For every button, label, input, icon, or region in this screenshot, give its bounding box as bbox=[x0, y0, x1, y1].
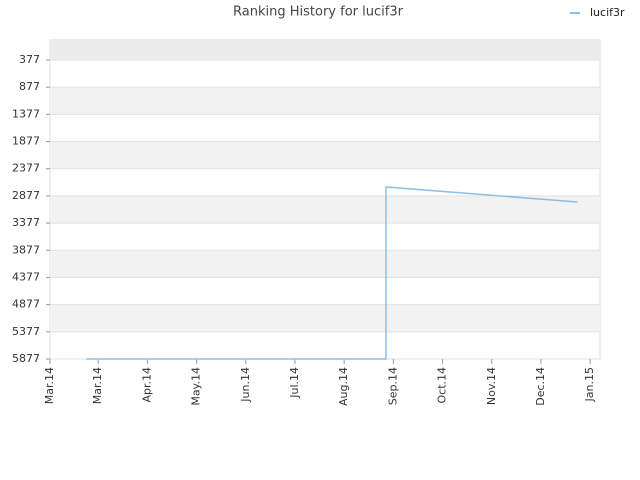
grid-band bbox=[50, 141, 600, 169]
y-tick-label: 4377 bbox=[12, 270, 40, 283]
grid-band bbox=[50, 195, 600, 224]
y-tick-label: 4877 bbox=[12, 298, 40, 311]
grid-band bbox=[50, 87, 600, 115]
y-tick-label: 1877 bbox=[12, 135, 40, 148]
y-tick-label: 5877 bbox=[12, 352, 40, 365]
y-tick-label: 2877 bbox=[12, 189, 40, 202]
x-tick-label: Aug.14 bbox=[337, 367, 350, 406]
legend-label: lucif3r bbox=[590, 6, 625, 19]
y-tick-label: 2377 bbox=[12, 162, 40, 175]
x-tick-label: Mar.14 bbox=[91, 367, 104, 404]
series-line bbox=[86, 186, 578, 360]
grid-band bbox=[50, 250, 600, 278]
grid-band bbox=[50, 40, 600, 61]
grid-band bbox=[50, 304, 600, 332]
x-tick-label: May.14 bbox=[190, 367, 203, 406]
y-tick-label: 1377 bbox=[12, 107, 40, 120]
y-tick-label: 377 bbox=[19, 53, 40, 66]
x-tick-label: Mar.14 bbox=[43, 367, 56, 404]
chart-title: Ranking History for lucif3r bbox=[233, 5, 404, 20]
x-tick-label: Jun.14 bbox=[239, 367, 252, 403]
x-tick-label: Jan.15 bbox=[583, 367, 596, 402]
x-tick-label: Jul.14 bbox=[288, 367, 301, 399]
x-tick-label: Oct.14 bbox=[436, 367, 449, 404]
x-tick-label: Dec.14 bbox=[534, 367, 547, 406]
y-tick-label: 877 bbox=[19, 80, 40, 93]
y-tick-label: 3877 bbox=[12, 243, 40, 256]
x-tick-label: Sep.14 bbox=[386, 367, 399, 405]
x-tick-label: Apr.14 bbox=[140, 367, 153, 403]
y-tick-label: 5377 bbox=[12, 325, 40, 338]
y-tick-label: 3377 bbox=[12, 216, 40, 229]
x-tick-label: Nov.14 bbox=[485, 367, 498, 405]
